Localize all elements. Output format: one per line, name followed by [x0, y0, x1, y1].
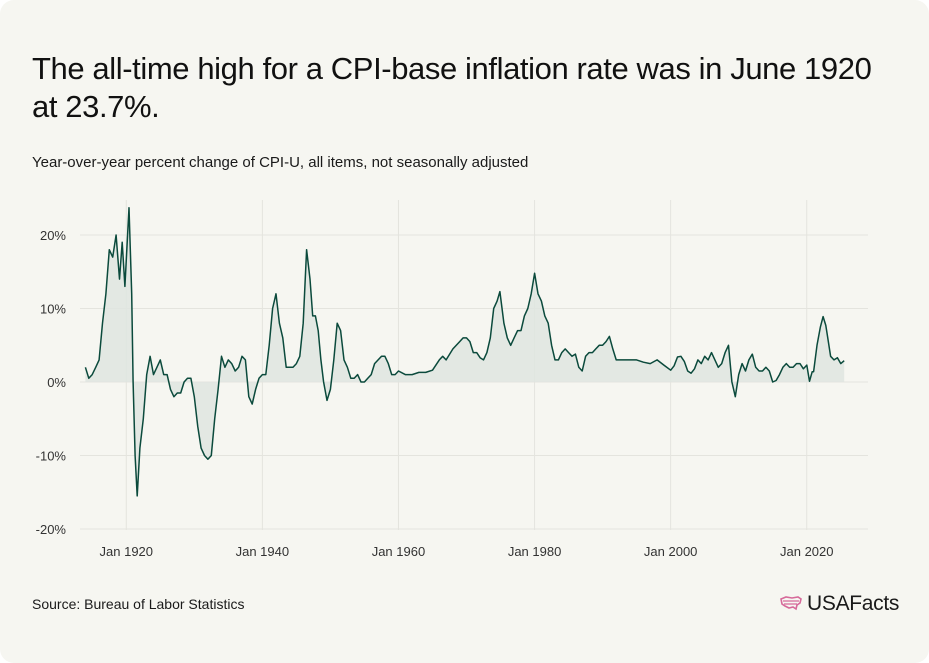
y-tick-label: -20%	[36, 522, 67, 537]
inflation-chart: 20% 10% 0% -10% -20% Jan 1920 Jan 1940 Jan 196…	[36, 200, 868, 559]
area-fill	[85, 207, 845, 496]
x-tick-label: Jan 1980	[508, 544, 562, 559]
source-note: Source: Bureau of Labor Statistics	[32, 596, 245, 612]
y-tick-label: 0%	[47, 375, 66, 390]
inflation-line	[84, 207, 845, 497]
y-tick-label: 20%	[40, 228, 66, 243]
x-tick-label: Jan 1920	[100, 544, 154, 559]
x-tick-label: Jan 1940	[236, 544, 290, 559]
brand-name: USAFacts	[807, 592, 900, 615]
y-axis-labels: 20% 10% 0% -10% -20%	[36, 228, 67, 537]
y-tick-label: -10%	[36, 449, 67, 464]
us-map-icon	[780, 596, 802, 611]
y-tick-label: 10%	[40, 302, 66, 317]
x-axis-labels: Jan 1920 Jan 1940 Jan 1960 Jan 1980 Jan 2000…	[100, 544, 834, 559]
chart-subtitle: Year-over-year percent change of CPI-U, …	[32, 154, 529, 171]
x-tick-label: Jan 1960	[372, 544, 426, 559]
x-tick-label: Jan 2000	[644, 544, 698, 559]
x-tick-label: Jan 2020	[780, 544, 834, 559]
chart-title: The all-time high for a CPI-base inflati…	[32, 51, 872, 124]
usafacts-logo[interactable]: USAFacts	[779, 592, 899, 616]
